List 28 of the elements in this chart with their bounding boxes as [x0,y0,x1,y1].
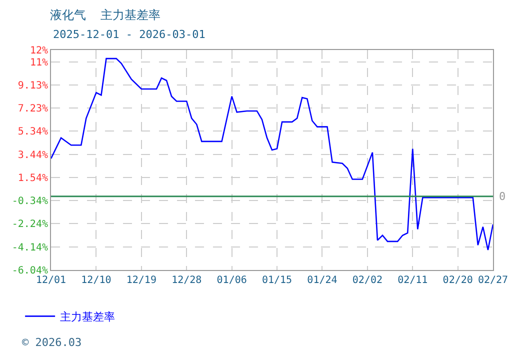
chart-title: 液化气 主力基差率 [50,8,160,22]
x-tick-label: 12/01 [36,275,66,286]
x-tick-label: 01/15 [262,275,292,286]
y-tick-label: -2.24% [12,219,48,230]
y-tick-label: 1.54% [18,173,48,184]
y-tick-label: -4.14% [12,242,48,254]
x-tick-label: 02/02 [352,275,382,286]
text: © 2026.03 [22,336,82,349]
y-tick-label: 3.44% [18,150,48,161]
ref-line-label: 0 [499,190,506,203]
chart-subtitle: 2025-12-01 - 2026-03-01 [53,28,206,41]
x-tick-label: 02/27 [478,275,508,286]
x-tick-label: 12/19 [126,275,156,286]
y-tick-label: 9.13% [18,80,48,92]
x-tick-label: 02/11 [398,275,428,286]
line-series [51,58,493,251]
x-tick-label: 01/24 [307,275,338,286]
legend-label: 主力基差率 [60,310,116,324]
y-tick-label: -0.34% [12,196,48,207]
y-tick-label: 5.34% [18,126,48,138]
x-tick-label: 02/20 [442,275,473,286]
y-tick-label: 7.23% [18,104,48,115]
x-tick-label: 12/28 [172,275,202,286]
y-tick-label: 12% [30,46,48,56]
x-tick-label: 12/10 [81,275,112,286]
y-tick-label: -6.04% [12,266,48,276]
x-tick-label: 01/06 [216,275,247,286]
y-tick-label: 11% [30,58,48,69]
